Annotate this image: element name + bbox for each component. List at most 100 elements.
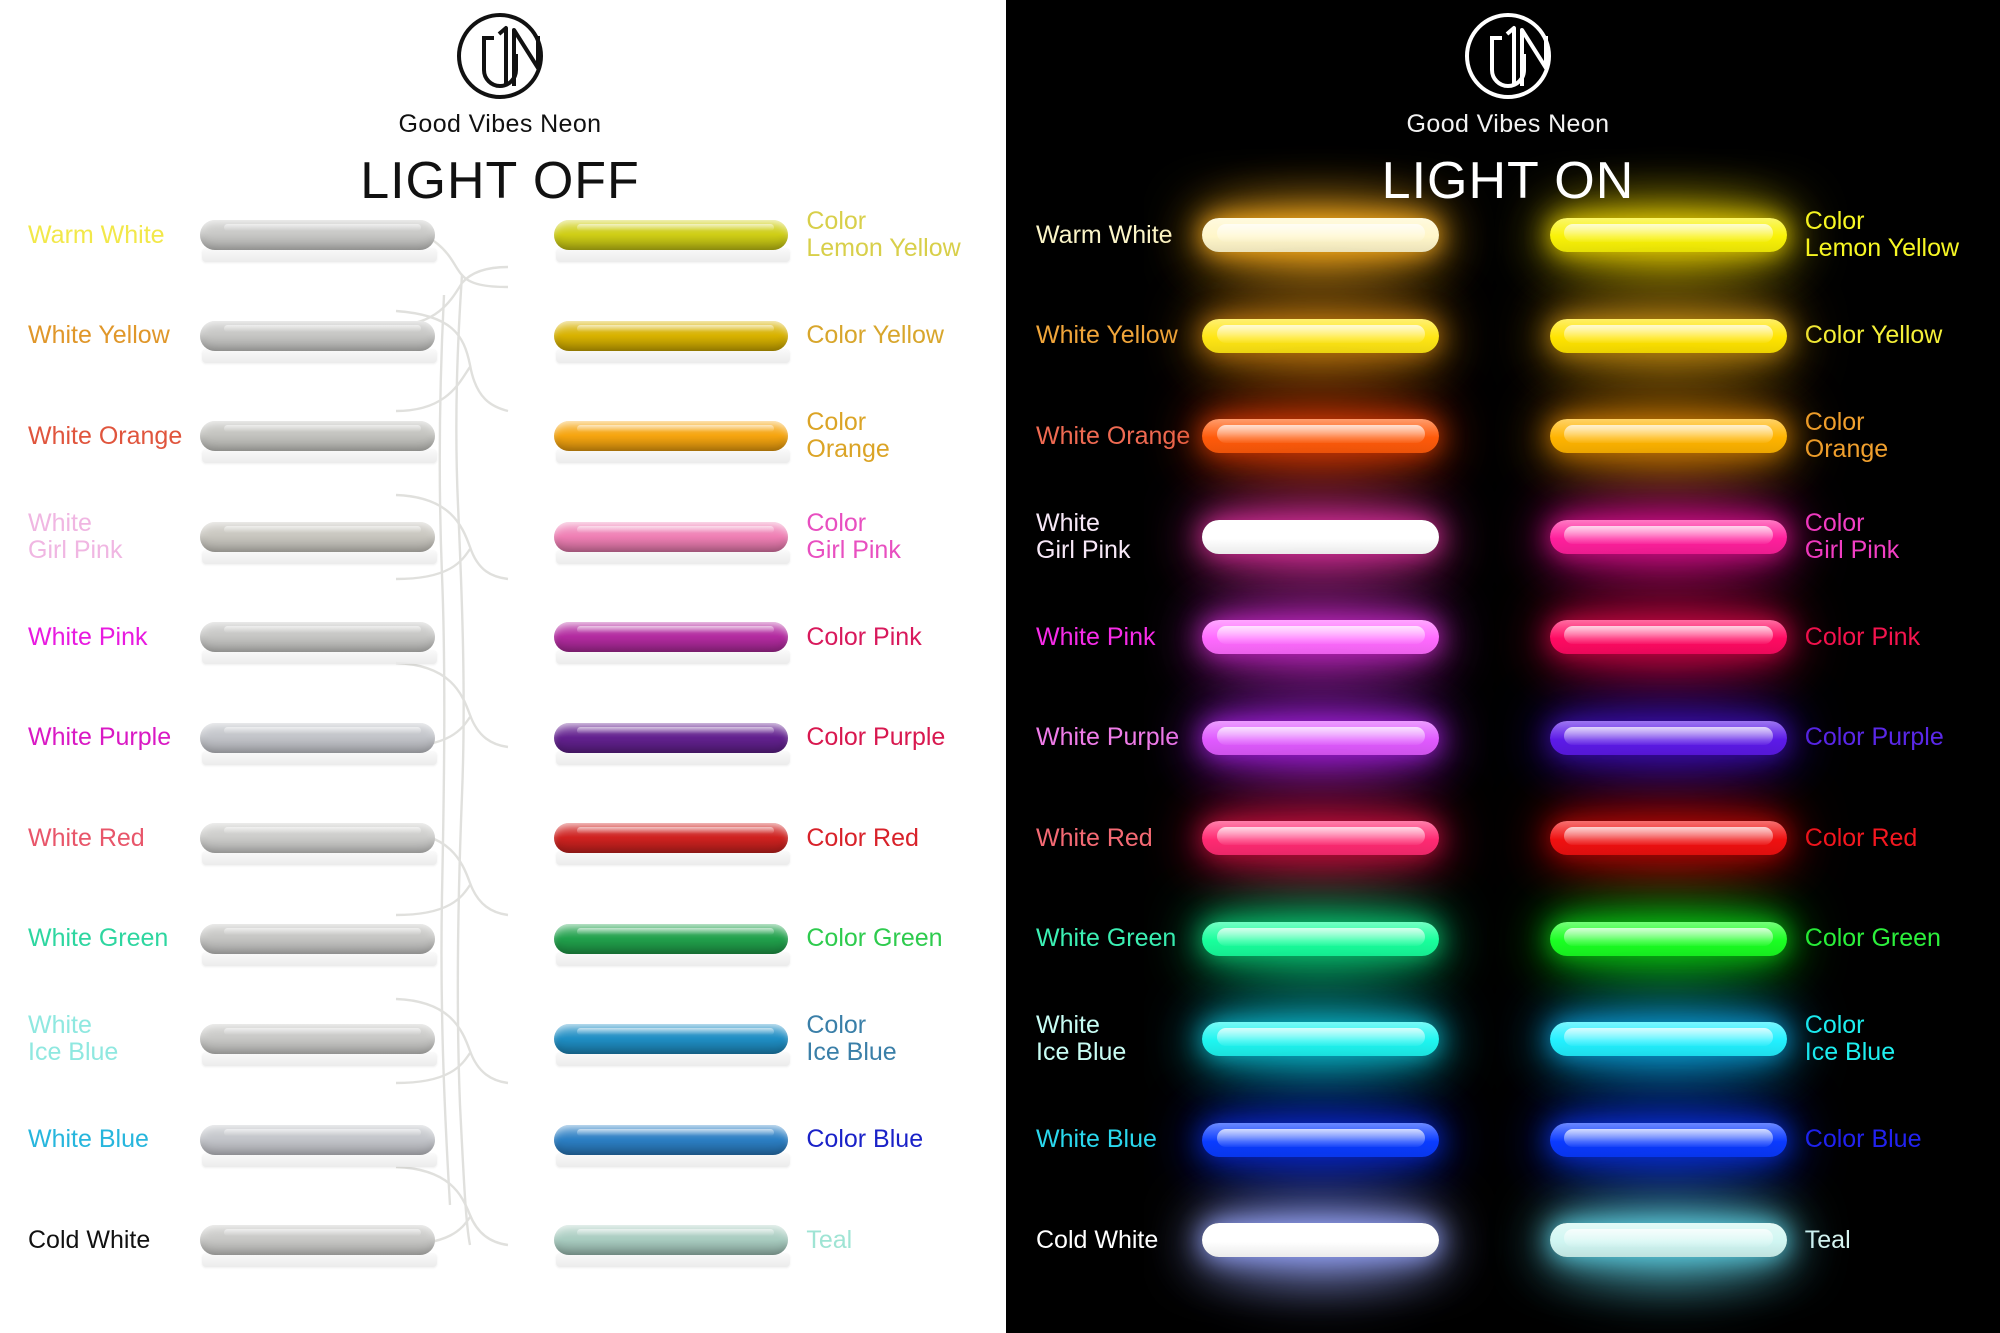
white-tube-on: [1176, 1193, 1466, 1303]
white-tube-off: [194, 495, 441, 579]
color-label: Color Purple: [806, 723, 946, 751]
white-color-label: Cold White: [1036, 1225, 1159, 1254]
gvn-monogram-logo-icon: [1452, 8, 1564, 108]
light-off-header: Good Vibes Neon LIGHT OFF: [0, 0, 1000, 220]
light-off-rows: Warm White Color Lemon Yellow White Yellow…: [0, 175, 1000, 1285]
color-row: White Ice Blue Color Ice Blue: [1000, 992, 2000, 1102]
color-tube-on: [1523, 891, 1813, 1002]
white-color-label: White Ice Blue: [1036, 1011, 1127, 1066]
color-label: Color Girl Pink: [806, 508, 901, 564]
color-tube-off: [548, 595, 795, 679]
panel-title-off: LIGHT OFF: [360, 152, 640, 210]
white-tube-off: [194, 1198, 441, 1282]
color-row: Warm White Color Lemon Yellow: [0, 193, 1000, 277]
color-label: Color Pink: [806, 622, 922, 651]
color-tube-off: [548, 696, 795, 780]
light-off-panel: Good Vibes Neon LIGHT OFF: [0, 0, 1000, 1285]
brand-name-on: Good Vibes Neon: [1406, 110, 1610, 138]
color-tube-on: [1523, 690, 1813, 801]
color-row: White Green Color Green: [1000, 891, 2000, 1002]
white-tube-off: [194, 193, 441, 277]
color-tube-on: [1523, 791, 1813, 901]
color-label: Teal: [806, 1225, 853, 1254]
color-tube-off: [548, 394, 795, 478]
color-tube-off: [548, 1098, 795, 1182]
white-color-label: Warm White: [1036, 220, 1173, 249]
color-label: Color Yellow: [806, 321, 944, 349]
color-row: White Green Color Green: [0, 897, 1000, 981]
white-color-label: White Orange: [1036, 421, 1191, 450]
color-label: Color Orange: [1804, 408, 1889, 463]
white-color-label: White Purple: [28, 723, 172, 751]
white-tube-on: [1176, 489, 1466, 600]
color-tube-off: [548, 1198, 795, 1282]
white-tube-off: [194, 394, 441, 478]
white-color-label: White Orange: [28, 421, 183, 450]
color-row: White Red Color Red: [0, 796, 1000, 880]
white-color-label: White Green: [28, 924, 169, 952]
color-tube-on: [1523, 992, 1813, 1102]
color-row: White Blue Color Blue: [0, 1098, 1000, 1182]
brand-name-off: Good Vibes Neon: [398, 110, 602, 138]
panel-divider: [1000, 0, 1006, 1333]
color-tube-on: [1523, 489, 1813, 600]
color-label: Color Ice Blue: [806, 1011, 897, 1066]
color-tube-off: [548, 997, 795, 1081]
color-label: Color Red: [806, 823, 919, 852]
color-row: Warm White Color Lemon Yellow: [1000, 188, 2000, 298]
white-color-label: White Pink: [1036, 622, 1156, 651]
color-row: Cold White Teal: [1000, 1193, 2000, 1303]
white-color-label: White Girl Pink: [28, 508, 123, 564]
light-on-rows: Warm White Color Lemon Yellow White Yellow…: [1000, 175, 2000, 1303]
color-row: White Orange Color Orange: [0, 394, 1000, 478]
white-color-label: White Blue: [1036, 1125, 1157, 1153]
white-color-label: White Red: [1036, 823, 1153, 852]
white-tube-off: [194, 897, 441, 981]
color-row: White Orange Color Orange: [1000, 389, 2000, 499]
color-tube-off: [548, 495, 795, 579]
gvn-monogram-logo-icon: [444, 8, 556, 108]
color-tube-on: [1523, 188, 1813, 298]
color-row: Cold White Teal: [0, 1198, 1000, 1282]
white-tube-on: [1176, 992, 1466, 1102]
white-tube-on: [1176, 791, 1466, 901]
color-row: White Purple Color Purple: [0, 696, 1000, 780]
color-row: White Red Color Red: [1000, 791, 2000, 901]
wire-bundle-off: [395, 225, 509, 1247]
color-label: Color Green: [1804, 924, 1941, 952]
color-row: White Purple Color Purple: [1000, 690, 2000, 801]
white-tube-on: [1176, 891, 1466, 1002]
white-tube-on: [1176, 389, 1466, 499]
color-label: Color Lemon Yellow: [1804, 207, 1960, 262]
white-tube-on: [1176, 288, 1466, 399]
white-color-label: Warm White: [28, 220, 165, 249]
color-tube-on: [1523, 590, 1813, 700]
color-label: Teal: [1804, 1225, 1851, 1254]
white-tube-off: [194, 997, 441, 1081]
white-color-label: White Yellow: [28, 321, 170, 349]
color-label: Color Lemon Yellow: [806, 207, 961, 262]
color-label: Color Red: [1804, 823, 1918, 852]
color-label: Color Purple: [1804, 723, 1944, 751]
white-tube-on: [1176, 1092, 1466, 1203]
color-label: Color Ice Blue: [1804, 1011, 1896, 1066]
color-tube-off: [548, 796, 795, 880]
white-tube-on: [1176, 188, 1466, 298]
color-row: White Pink Color Pink: [0, 595, 1000, 679]
white-tube-off: [194, 1098, 441, 1182]
color-row: White Girl Pink Color Girl Pink: [0, 495, 1000, 579]
color-row: White Pink Color Pink: [1000, 590, 2000, 700]
white-color-label: White Blue: [28, 1125, 149, 1153]
color-tube-on: [1523, 1193, 1813, 1303]
white-color-label: White Red: [28, 823, 145, 852]
panel-title-on: LIGHT ON: [1381, 152, 1635, 210]
color-tube-on: [1523, 389, 1813, 499]
color-label: Color Yellow: [1804, 321, 1943, 349]
white-color-label: White Girl Pink: [1036, 508, 1131, 564]
light-on-header: Good Vibes Neon LIGHT ON: [1008, 0, 2000, 220]
white-tube-off: [194, 696, 441, 780]
color-tube-off: [548, 193, 795, 277]
color-label: Color Pink: [1804, 622, 1921, 651]
color-row: White Blue Color Blue: [1000, 1092, 2000, 1203]
